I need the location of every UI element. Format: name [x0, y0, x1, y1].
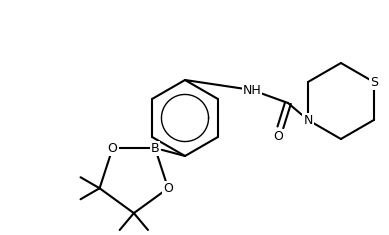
- Text: O: O: [273, 129, 283, 142]
- Text: N: N: [303, 114, 313, 126]
- Text: S: S: [370, 75, 378, 89]
- Text: O: O: [108, 141, 117, 154]
- Text: O: O: [163, 182, 173, 195]
- Text: NH: NH: [243, 83, 261, 97]
- Text: B: B: [151, 141, 159, 154]
